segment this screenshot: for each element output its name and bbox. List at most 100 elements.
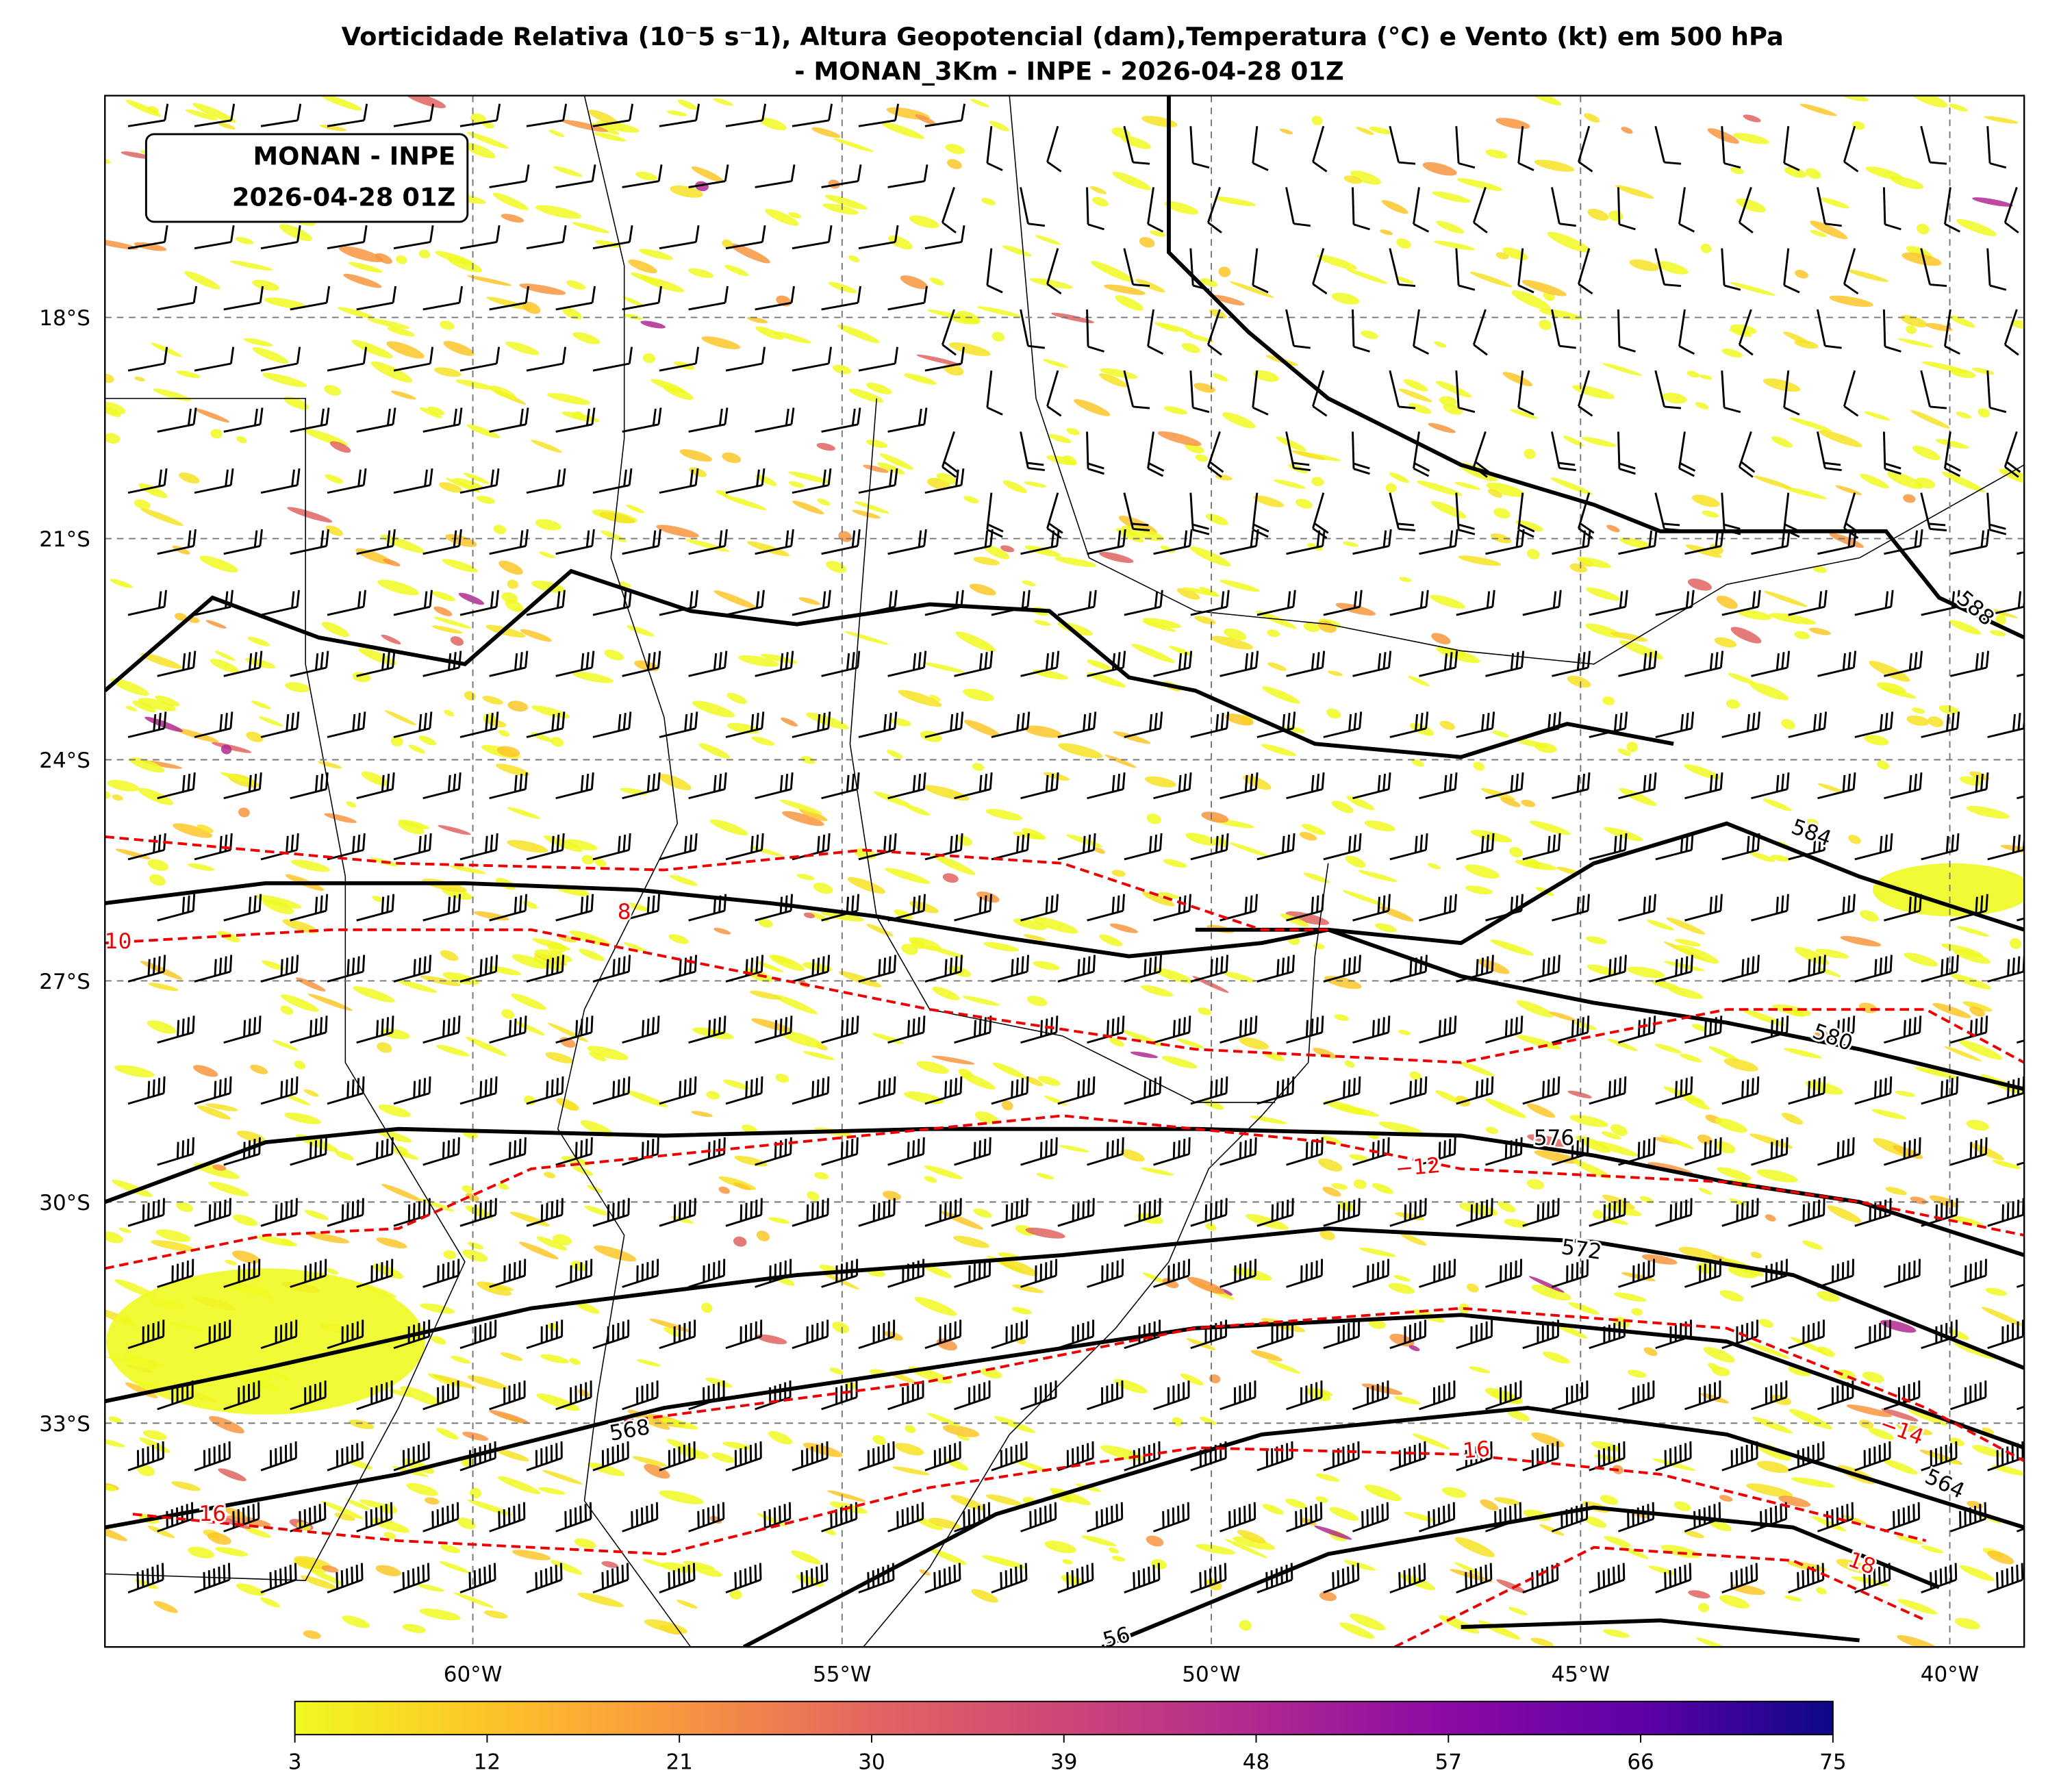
wind-barb-feather bbox=[1357, 1320, 1361, 1337]
wind-barb-feather bbox=[761, 103, 767, 121]
vorticity-shading bbox=[1280, 913, 1309, 927]
vorticity-shading bbox=[1372, 1183, 1393, 1194]
wind-barb-staff bbox=[887, 1517, 924, 1532]
wind-barb-feather bbox=[289, 1565, 292, 1582]
wind-barb-feather bbox=[247, 1384, 250, 1401]
wind-barb bbox=[459, 346, 501, 372]
wind-barb-feather bbox=[1847, 895, 1851, 913]
wind-barb-feather bbox=[1087, 223, 1104, 231]
wind-barb-staff bbox=[393, 240, 431, 250]
vorticity-shading bbox=[1908, 95, 1948, 108]
wind-barb-feather bbox=[1500, 1265, 1502, 1283]
wind-barb bbox=[127, 590, 167, 616]
wind-barb-feather bbox=[1225, 833, 1229, 850]
vorticity-shading bbox=[324, 385, 342, 396]
vorticity-shading bbox=[257, 1236, 297, 1246]
vorticity-shading bbox=[210, 429, 223, 439]
wind-barb-feather bbox=[457, 1259, 460, 1276]
vorticity-shading bbox=[1716, 595, 1738, 609]
vorticity-shading bbox=[1013, 1459, 1048, 1472]
wind-barb-feather bbox=[1719, 1380, 1721, 1398]
wind-barb bbox=[688, 1015, 727, 1044]
wind-barb-staff bbox=[1678, 431, 1686, 469]
wind-barb-feather bbox=[391, 894, 395, 911]
wind-barb-feather bbox=[375, 1141, 379, 1159]
wind-barb-feather bbox=[1353, 468, 1370, 475]
vorticity-shading bbox=[1887, 471, 1923, 490]
wind-barb-feather bbox=[1578, 161, 1593, 173]
wind-barb-feather bbox=[652, 773, 656, 791]
vorticity-shading bbox=[756, 1334, 787, 1345]
vorticity-shading bbox=[334, 1513, 355, 1521]
wind-barb-feather bbox=[365, 1511, 368, 1528]
vorticity-shading bbox=[498, 560, 523, 575]
vorticity-shading bbox=[439, 482, 463, 493]
vorticity-shading bbox=[1567, 1090, 1592, 1098]
wind-barb-feather bbox=[170, 1509, 174, 1526]
wind-barb-feather bbox=[1879, 835, 1883, 853]
wind-barb-feather bbox=[1587, 894, 1590, 911]
vorticity-shading bbox=[546, 392, 590, 405]
vorticity-shading bbox=[832, 364, 851, 375]
wind-barb-feather bbox=[1944, 223, 1960, 233]
wind-barb-feather bbox=[1138, 1448, 1141, 1465]
wind-barb-staff bbox=[1485, 666, 1522, 677]
wind-barb-staff bbox=[887, 788, 924, 800]
vorticity-shading bbox=[751, 736, 775, 746]
wind-barb-staff bbox=[1413, 309, 1420, 346]
wind-barb-staff bbox=[1472, 431, 1487, 468]
vorticity-shading bbox=[820, 910, 865, 922]
vorticity-shading bbox=[466, 424, 501, 438]
wind-barb-feather bbox=[1381, 1504, 1384, 1521]
wind-barb-feather bbox=[1026, 833, 1030, 850]
wind-barb bbox=[1046, 370, 1062, 417]
wind-barb-feather bbox=[1740, 461, 1756, 473]
wind-barb-feather bbox=[789, 1015, 793, 1033]
wind-barb-feather bbox=[1913, 1139, 1917, 1156]
wind-barb-feather bbox=[800, 1450, 804, 1467]
vorticity-shading bbox=[911, 939, 924, 949]
vorticity-shading bbox=[1467, 1283, 1479, 1293]
wind-barb-staff bbox=[991, 727, 1028, 738]
wind-barb-feather bbox=[1884, 713, 1888, 730]
wind-barb bbox=[954, 651, 994, 677]
wind-barb-staff bbox=[592, 848, 629, 861]
wind-barb-feather bbox=[922, 1137, 925, 1154]
wind-barb-feather bbox=[1322, 529, 1326, 546]
wind-barb bbox=[592, 225, 633, 250]
wind-barb-feather bbox=[453, 895, 456, 913]
wind-barb-staff bbox=[260, 240, 298, 250]
wind-barb-staff bbox=[526, 1335, 563, 1350]
vorticity-shading bbox=[151, 1240, 195, 1252]
wind-barb bbox=[592, 346, 633, 372]
wind-barb bbox=[1678, 187, 1695, 233]
vorticity-shading bbox=[1967, 1500, 1983, 1509]
wind-barb-feather bbox=[1377, 1140, 1380, 1157]
vorticity-shading bbox=[1815, 948, 1849, 959]
vorticity-shading bbox=[1613, 1292, 1647, 1302]
wind-barb-feather bbox=[1852, 772, 1856, 790]
wind-barb-feather bbox=[556, 956, 559, 974]
wind-barb-feather bbox=[1690, 1198, 1693, 1215]
wind-barb-feather bbox=[1348, 1201, 1350, 1218]
wind-barb-feather bbox=[1424, 1441, 1426, 1459]
vorticity-shading bbox=[1344, 1061, 1355, 1068]
wind-barb-feather bbox=[1841, 1384, 1844, 1401]
wind-barb-feather bbox=[1780, 1382, 1782, 1400]
wind-barb-feather bbox=[561, 1076, 564, 1094]
wind-barb bbox=[1153, 1380, 1190, 1411]
wind-barb-feather bbox=[1377, 653, 1382, 670]
wind-barb-feather bbox=[616, 1566, 619, 1584]
wind-barb bbox=[127, 1320, 165, 1350]
wind-barb-feather bbox=[152, 1079, 155, 1097]
wind-barb-feather bbox=[1398, 283, 1416, 288]
vorticity-shading bbox=[1493, 1497, 1521, 1505]
vorticity-shading bbox=[1521, 799, 1536, 807]
wind-barb-feather bbox=[650, 1504, 653, 1521]
wind-barb bbox=[1087, 529, 1126, 555]
wind-barb-feather bbox=[218, 1444, 221, 1462]
wind-barb-feather bbox=[878, 959, 881, 976]
vorticity-shading bbox=[1890, 176, 1924, 190]
wind-barb-feather bbox=[524, 1015, 527, 1033]
wind-barb-staff bbox=[1788, 1335, 1824, 1350]
